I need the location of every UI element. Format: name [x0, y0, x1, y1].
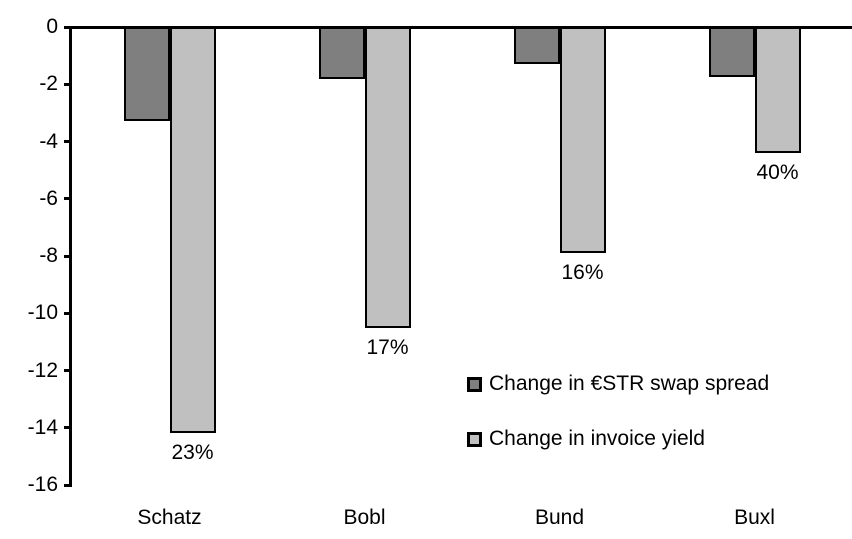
y-axis-label: -14 [27, 415, 58, 439]
legend-label: Change in €STR swap spread [489, 372, 770, 395]
x-axis-label: Buxl [734, 506, 775, 529]
x-axis-label: Bund [534, 506, 585, 529]
x-axis-label: Schatz [137, 506, 202, 529]
bar-buxl-series2 [754, 27, 801, 153]
y-axis-label: -2 [39, 72, 58, 96]
bar-bobl-series1 [318, 27, 365, 79]
y-axis-label: 0 [46, 15, 58, 38]
legend-item: Change in €STR swap spread [467, 372, 769, 396]
y-axis-label: -10 [27, 301, 58, 325]
legend-label: Change in invoice yield [489, 427, 705, 450]
y-axis-tick [64, 254, 72, 258]
y-axis-label: -16 [27, 473, 58, 496]
bar-value-label: 17% [366, 335, 409, 359]
bar-buxl-series1 [708, 27, 755, 78]
bar-schatz-series1 [123, 27, 170, 122]
legend: Change in €STR swap spread Change in invo… [467, 372, 769, 451]
y-axis-tick [64, 197, 72, 201]
y-axis-tick [64, 82, 72, 86]
y-axis-label: -6 [39, 186, 58, 210]
y-axis-tick [64, 369, 72, 372]
legend-item: Change in invoice yield [467, 427, 769, 451]
y-axis-line [69, 26, 72, 487]
bar-value-label: 23% [171, 441, 214, 465]
y-axis-label: -12 [27, 358, 58, 382]
bar-schatz-series2 [169, 27, 216, 434]
bar-value-label: 16% [561, 261, 604, 285]
zero-baseline [65, 26, 852, 29]
y-axis-tick [64, 426, 72, 430]
y-axis-label: -4 [39, 129, 58, 153]
legend-swatch [467, 431, 482, 447]
y-axis-tick [64, 483, 72, 487]
y-axis-tick [64, 140, 72, 143]
x-axis-label: Bobl [343, 506, 386, 529]
bar-bund-series2 [559, 27, 606, 254]
legend-swatch [467, 376, 482, 392]
y-axis-label: -8 [39, 244, 58, 267]
y-axis-tick [64, 311, 72, 315]
bar-bund-series1 [513, 27, 560, 65]
bar-bobl-series2 [364, 27, 411, 328]
bar-value-label: 40% [756, 160, 799, 184]
